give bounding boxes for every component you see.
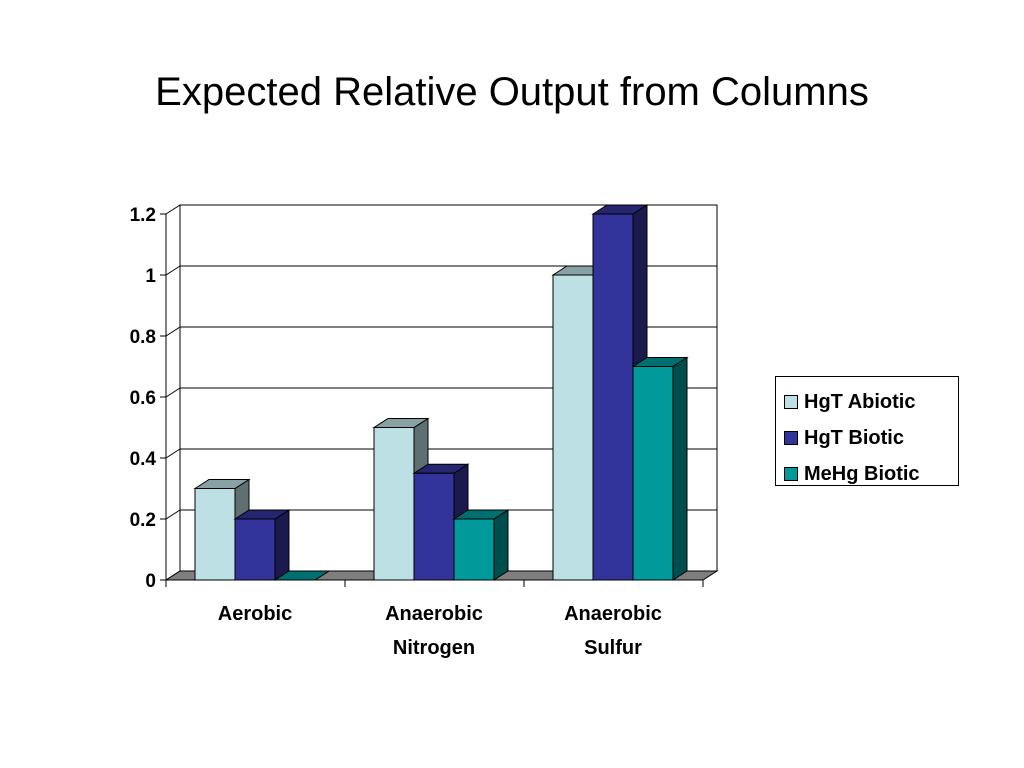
- legend-item-mehg-biotic: MeHg Biotic: [784, 456, 958, 492]
- legend-swatch-hgt-abiotic: [784, 395, 798, 409]
- wall-diagonal-5: [165, 265, 181, 276]
- y-tick-label-3: 0.6: [130, 388, 156, 409]
- bar-1-1: [413, 472, 455, 581]
- bar-0-1: [373, 427, 415, 581]
- y-tick-label-2: 0.4: [130, 449, 157, 470]
- x-tick-label-0-0: Aerobic: [218, 603, 292, 625]
- bar-2-2: [632, 366, 674, 581]
- x-tick-label-2-0: Anaerobic: [564, 603, 662, 625]
- y-tick-label-1: 0.2: [130, 510, 156, 531]
- bar-1-0: [234, 518, 276, 581]
- y-tick-label-4: 0.8: [130, 327, 156, 348]
- wall-diagonal-3: [165, 387, 181, 398]
- bar-2-0-top: [273, 570, 331, 581]
- y-tick-label-0: 0: [145, 571, 156, 592]
- legend-item-hgt-abiotic: HgT Abiotic: [784, 384, 958, 420]
- bar-1-0-side: [274, 509, 290, 581]
- legend-label-hgt-biotic: HgT Biotic: [804, 426, 904, 449]
- bar-1-2: [592, 213, 634, 581]
- wall-diagonal-2: [165, 448, 181, 459]
- x-tick-label-2-1: Sulfur: [584, 637, 642, 659]
- x-tick-label-1-1: Nitrogen: [393, 637, 475, 659]
- y-tick-label-6: 1.2: [130, 205, 156, 226]
- legend: HgT Abiotic HgT Biotic MeHg Biotic: [775, 376, 959, 486]
- legend-swatch-hgt-biotic: [784, 431, 798, 445]
- legend-label-hgt-abiotic: HgT Abiotic: [804, 390, 916, 413]
- y-tick-label-5: 1: [145, 266, 156, 287]
- legend-label-mehg-biotic: MeHg Biotic: [804, 462, 920, 485]
- bar-2-2-side: [672, 356, 688, 581]
- wall-diagonal-1: [165, 509, 181, 520]
- bar-0-0: [194, 488, 236, 581]
- wall-diagonal-6: [165, 204, 181, 215]
- bar-2-1-side: [493, 509, 509, 581]
- bar-0-2: [552, 274, 594, 581]
- legend-swatch-mehg-biotic: [784, 467, 798, 481]
- chart-title: Expected Relative Output from Columns: [155, 70, 869, 114]
- x-tick-label-1-0: Anaerobic: [385, 603, 483, 625]
- bar-2-1: [453, 518, 495, 581]
- legend-item-hgt-biotic: HgT Biotic: [784, 420, 958, 456]
- wall-diagonal-4: [165, 326, 181, 337]
